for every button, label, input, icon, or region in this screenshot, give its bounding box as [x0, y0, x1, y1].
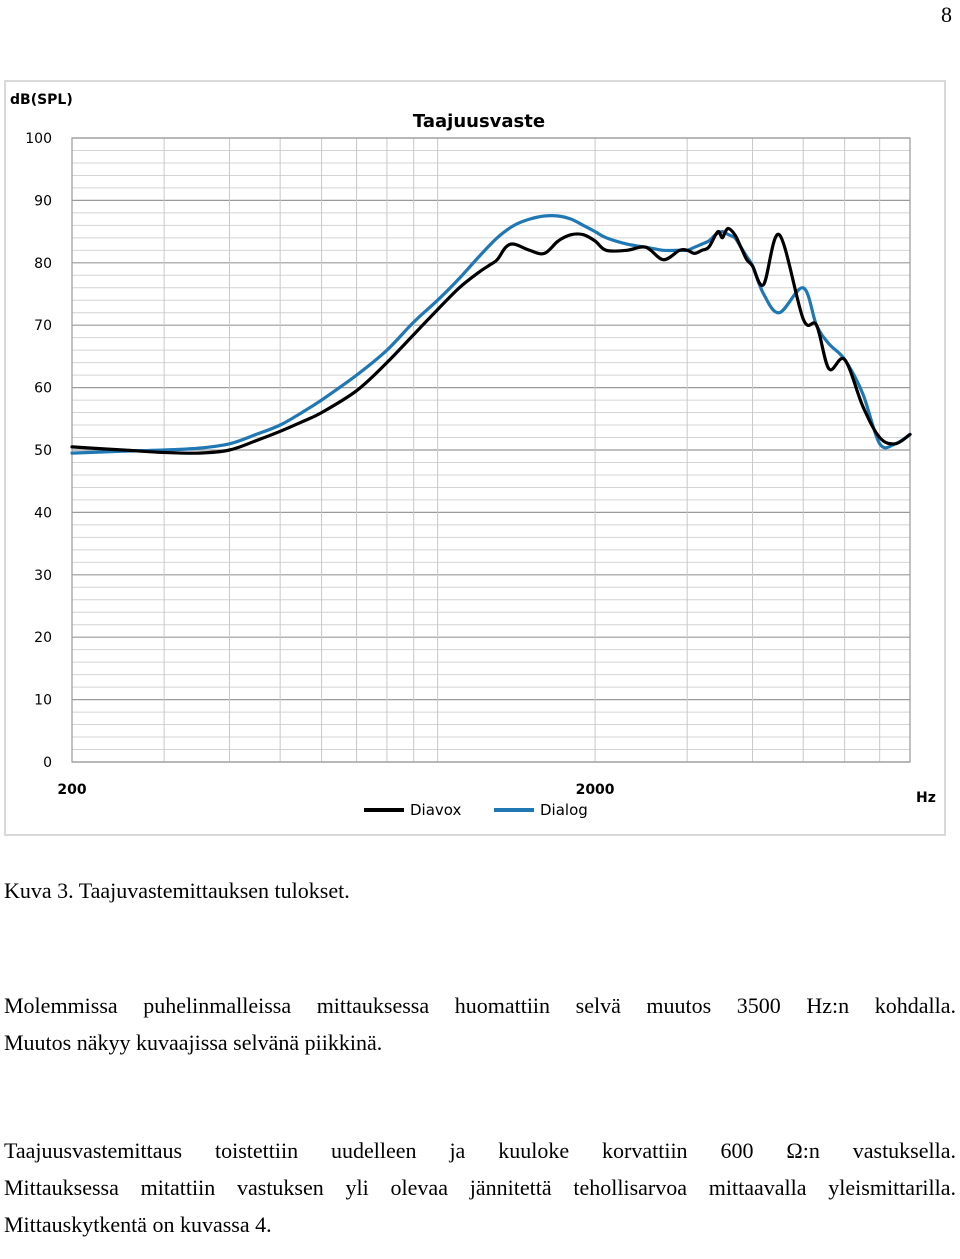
paragraph-2-line-1: Taajuusvastemittaus toistettiin uudellee…	[4, 1138, 956, 1163]
paragraph-1-line-1: Molemmissa puhelinmalleissa mittauksessa…	[4, 993, 956, 1018]
page-number: 8	[941, 2, 952, 27]
x-tick-label: 2000	[576, 782, 615, 798]
y-tick-label: 70	[34, 318, 52, 334]
paragraph-1: Molemmissa puhelinmalleissa mittauksessa…	[4, 987, 956, 1061]
plot-area-frame	[71, 137, 911, 763]
y-tick-label: 0	[43, 755, 52, 771]
y-axis-label: dB(SPL)	[10, 92, 73, 108]
paragraph-2: Taajuusvastemittaus toistettiin uudellee…	[4, 1132, 956, 1243]
y-tick-label: 50	[34, 443, 52, 459]
chart-ticks: 0 10 20 30 40 50 60 70 80 90 100 200 2000	[25, 131, 615, 798]
series-line-dialog	[70, 214, 912, 455]
x-tick-label: 200	[57, 782, 86, 798]
legend-label-dialog: Dialog	[540, 801, 588, 819]
paragraph-2-line-2: Mittauksessa mitattiin vastuksen yli ole…	[4, 1175, 956, 1200]
series-line-diavox	[70, 226, 912, 455]
y-tick-label: 60	[34, 381, 52, 397]
chart-series	[70, 214, 912, 455]
figure-caption: Kuva 3. Taajuvastemittauksen tulokset.	[4, 878, 350, 903]
y-tick-label: 100	[25, 131, 52, 147]
chart-legend: Diavox Dialog	[364, 801, 588, 819]
chart-grid	[71, 137, 911, 763]
y-tick-label: 80	[34, 256, 52, 272]
paragraph-1-line-2: Muutos näkyy kuvaajissa selvänä piikkinä…	[4, 1030, 383, 1055]
y-tick-label: 10	[34, 693, 52, 709]
frequency-response-chart: dB(SPL) Taajuusvaste Hz 0 10 20 30 40 50 60 70 8…	[10, 92, 936, 819]
y-tick-label: 40	[34, 505, 52, 521]
y-tick-label: 30	[34, 568, 52, 584]
paragraph-2-line-3: Mittauskytkentä on kuvassa 4.	[4, 1212, 272, 1237]
frequency-response-figure: dB(SPL) Taajuusvaste Hz 0 10 20 30 40 50 60 70 8…	[4, 80, 946, 836]
chart-title: Taajuusvaste	[413, 111, 545, 132]
y-tick-label: 20	[34, 630, 52, 646]
y-tick-label: 90	[34, 193, 52, 209]
legend-label-diavox: Diavox	[410, 801, 462, 819]
x-axis-label: Hz	[916, 790, 936, 806]
